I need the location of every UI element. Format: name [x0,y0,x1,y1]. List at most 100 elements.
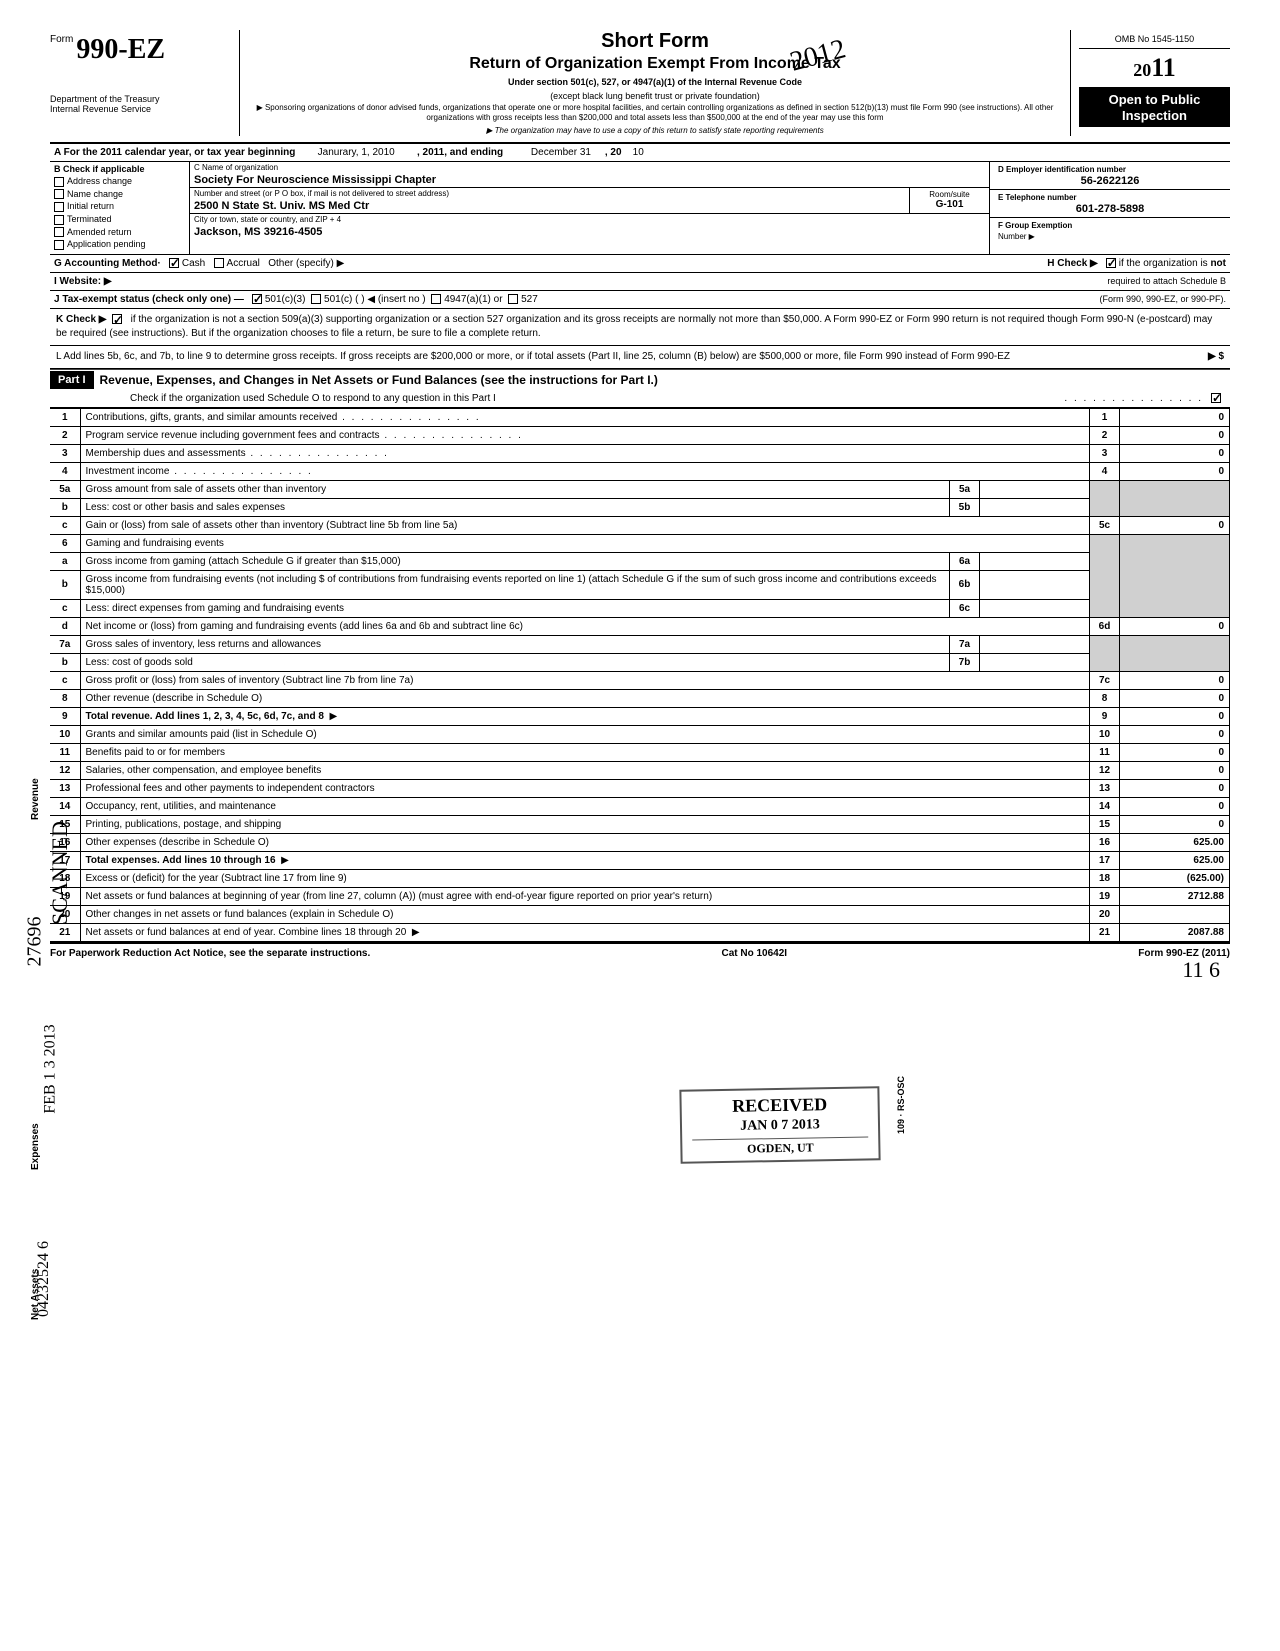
k-label: K Check ▶ [56,314,106,325]
g-label: G Accounting Method· [54,258,161,269]
h-text: if the organization is not [1119,258,1226,269]
dots-icon [1064,393,1203,404]
chk-amended[interactable] [54,227,64,237]
form-id-block: Form 990-EZ Department of the Treasury I… [50,30,240,136]
title-under: Under section 501(c), 527, or 4947(a)(1)… [250,77,1060,87]
part1-check-text: Check if the organization used Schedule … [130,393,1064,404]
line-5c: cGain or (loss) from sale of assets othe… [50,516,1230,534]
d-value: 56-2622126 [994,175,1226,187]
j-opt2: 501(c) ( ) ◀ (insert no ) [324,294,426,305]
chk-k[interactable] [112,314,122,324]
e-label: E Telephone number [994,192,1226,203]
sidebar-expenses: Expenses [30,1123,41,1170]
chk-pending[interactable] [54,240,64,250]
chk-527[interactable] [508,294,518,304]
form-year: 20201111 [1079,49,1230,88]
line-6d: dNet income or (loss) from gaming and fu… [50,617,1230,635]
a-end-year-lbl: , 20 [605,147,622,158]
chk-accrual[interactable] [214,258,224,268]
chk-cash[interactable] [169,258,179,268]
f-label2: Number ▶ [994,231,1226,242]
g-cash: Cash [182,258,205,269]
line-20: 20Other changes in net assets or fund ba… [50,905,1230,923]
col-c: C Name of organization Society For Neuro… [190,162,990,254]
hand-date: FEB 1 3 2013 [42,1024,60,1113]
j-opt1: 501(c)(3) [265,294,306,305]
line-11: 11Benefits paid to or for members110 [50,743,1230,761]
c-name: Society For Neuroscience Mississippi Cha… [190,173,989,187]
line-19: 19Net assets or fund balances at beginni… [50,887,1230,905]
hand-sig: 27696 [24,917,47,967]
block-bcdef: B Check if applicable Address change Nam… [50,162,1230,255]
a-end-month: December 31 [531,147,591,158]
part1-check-row: Check if the organization used Schedule … [50,390,1230,408]
a-mid: , 2011, and ending [417,147,503,158]
hand-scanned: SCANNED [47,821,73,925]
line-7c: cGross profit or (loss) from sales of in… [50,671,1230,689]
omb-number: OMB No 1545-1150 [1079,30,1230,49]
line-17: 17Total expenses. Add lines 10 through 1… [50,851,1230,869]
form-title-block: Short Form Return of Organization Exempt… [240,30,1070,136]
chk-initial[interactable] [54,202,64,212]
g-accrual: Accrual [227,258,260,269]
line-15: 15Printing, publications, postage, and s… [50,815,1230,833]
line-16: 16Other expenses (describe in Schedule O… [50,833,1230,851]
line-6b: bGross income from fundraising events (n… [50,570,1230,599]
footer-mid: Cat No 10642I [721,948,787,959]
row-j: J Tax-exempt status (check only one) — 5… [50,291,1230,309]
col-def: D Employer identification number 56-2622… [990,162,1230,254]
chk-4947[interactable] [431,294,441,304]
line-12: 12Salaries, other compensation, and empl… [50,761,1230,779]
b-pending: Application pending [67,239,146,249]
row-g-h: G Accounting Method· Cash Accrual Other … [50,255,1230,273]
line-7a: 7aGross sales of inventory, less returns… [50,635,1230,653]
title-satisfy: ▶ The organization may have to use a cop… [250,126,1060,136]
stamp-received: RECEIVED JAN 0 7 2013 OGDEN, UT [679,1086,880,1164]
c-city: Jackson, MS 39216-4505 [190,225,989,239]
chk-part1-schedo[interactable] [1211,393,1221,403]
footer: For Paperwork Reduction Act Notice, see … [50,942,1230,963]
j-opt3: 4947(a)(1) or [444,294,502,305]
chk-501c[interactable] [311,294,321,304]
h-text-cont: required to attach Schedule B [1107,276,1226,287]
line-1: 1Contributions, gifts, grants, and simil… [50,408,1230,426]
c-city-label: City or town, state or country, and ZIP … [190,214,989,225]
line-13: 13Professional fees and other payments t… [50,779,1230,797]
line-6: 6Gaming and fundraising events [50,534,1230,552]
form-header: Form 990-EZ Department of the Treasury I… [50,30,1230,144]
chk-namechange[interactable] [54,189,64,199]
footer-hand: 11 6 [1182,957,1220,983]
col-b: B Check if applicable Address change Nam… [50,162,190,254]
chk-terminated[interactable] [54,215,64,225]
stamp-date: JAN 0 7 2013 [692,1116,868,1137]
line-9: 9Total revenue. Add lines 1, 2, 3, 4, 5c… [50,707,1230,725]
b-header: B Check if applicable [54,164,185,174]
b-terminated: Terminated [67,214,112,224]
b-address: Address change [67,176,132,186]
title-except: (except black lung benefit trust or priv… [250,91,1060,101]
j-opt4: 527 [521,294,538,305]
line-7b: bLess: cost of goods sold7b [50,653,1230,671]
a-end-year: 10 [633,147,644,158]
h-label: H Check ▶ [1047,258,1097,269]
part1-label: Part I [50,371,94,389]
c-room-col: Room/suite G-101 [909,188,989,213]
line-8: 8Other revenue (describe in Schedule O)8… [50,689,1230,707]
stamp-received-text: RECEIVED [691,1092,867,1118]
stamp-side: 109 · RS-OSC [896,1076,906,1134]
part1-title: Revenue, Expenses, and Changes in Net As… [94,370,664,390]
row-l: L Add lines 5b, 6c, and 7b, to line 9 to… [50,346,1230,369]
line-6c: cLess: direct expenses from gaming and f… [50,599,1230,617]
line-21: 21Net assets or fund balances at end of … [50,923,1230,941]
chk-h[interactable] [1106,258,1116,268]
b-initial: Initial return [67,201,114,211]
c-addr-label: Number and street (or P O box, if mail i… [190,188,909,199]
row-a: A For the 2011 calendar year, or tax yea… [50,144,1230,162]
chk-address[interactable] [54,177,64,187]
j-label: J Tax-exempt status (check only one) — [54,294,244,305]
line-14: 14Occupancy, rent, utilities, and mainte… [50,797,1230,815]
line-5a: 5aGross amount from sale of assets other… [50,480,1230,498]
line-10: 10Grants and similar amounts paid (list … [50,725,1230,743]
chk-501c3[interactable] [252,294,262,304]
b-namechange: Name change [67,189,123,199]
